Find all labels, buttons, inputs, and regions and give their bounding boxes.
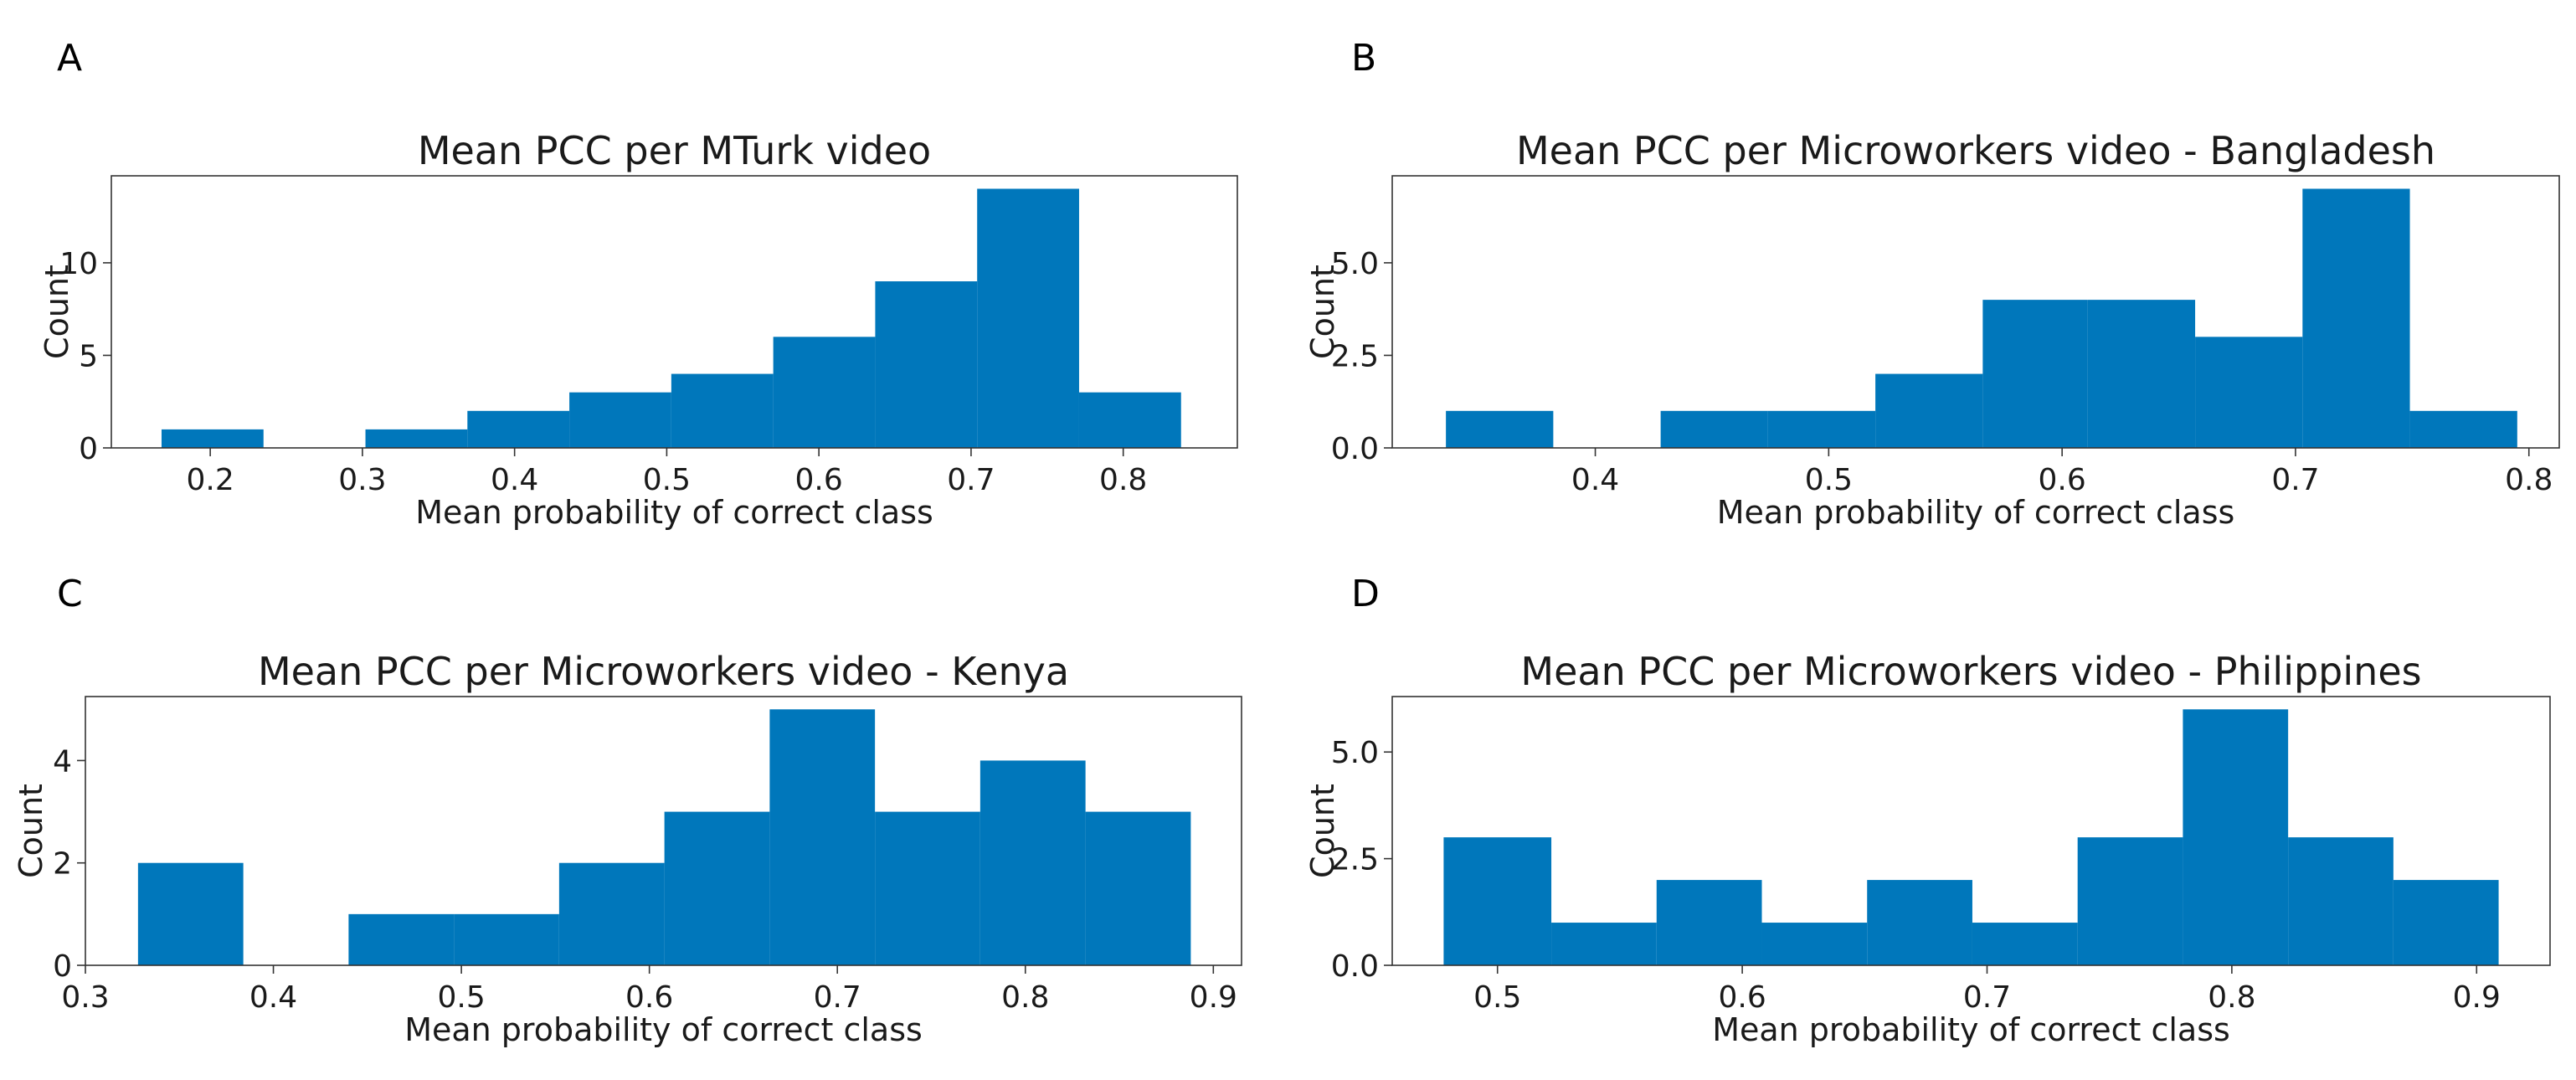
x-tick-label: 0.5 xyxy=(643,463,691,497)
x-tick-label: 0.4 xyxy=(249,980,297,1015)
y-axis-label: Count xyxy=(13,784,49,878)
histogram-bar xyxy=(979,760,1086,965)
histogram-bar xyxy=(1767,410,1876,448)
x-tick-label: 0.7 xyxy=(1963,980,2011,1015)
chart-3: 0.5 0.6 0.7 0.8 0.9 0.0 2.5 5.0 Mean PCC per Mic… xyxy=(1304,649,2551,1048)
histogram-bar xyxy=(769,709,876,965)
x-axis-label: Mean probability of correct class xyxy=(404,1011,923,1048)
histogram-bar xyxy=(467,410,570,448)
x-tick-label: 0.6 xyxy=(1718,980,1766,1015)
panel-label-b: B xyxy=(1351,37,1377,80)
chart-1: 0.4 0.5 0.6 0.7 0.8 0.0 2.5 5.0 Mean PCC per Mic… xyxy=(1304,128,2560,531)
histogram-bar xyxy=(1761,923,1868,965)
x-tick-label: 0.8 xyxy=(1099,463,1147,497)
plot-frame xyxy=(85,696,1242,966)
histogram-bar xyxy=(2288,837,2393,965)
histogram-bar xyxy=(875,281,978,448)
y-tick-label: 5.0 xyxy=(1331,247,1379,281)
x-tick-label: 0.6 xyxy=(795,463,843,497)
x-tick-label: 0.8 xyxy=(2505,463,2553,497)
panel-label-d: D xyxy=(1351,573,1380,615)
y-tick-label: 2.5 xyxy=(1331,843,1379,877)
histogram-bar xyxy=(1875,373,1983,448)
x-tick-label: 0.3 xyxy=(338,463,386,497)
histogram-bar xyxy=(454,913,559,965)
y-tick-label: 2.5 xyxy=(1331,339,1379,373)
chart-title: Mean PCC per Microworkers video - Philip… xyxy=(1520,649,2421,694)
histogram-bar xyxy=(1972,923,2078,965)
histogram-bar xyxy=(1867,880,1972,965)
histogram-bar xyxy=(664,811,770,965)
y-tick-label: 0 xyxy=(79,432,98,466)
y-tick-label: 2 xyxy=(53,847,72,882)
histogram-bar xyxy=(2183,709,2289,965)
y-tick-label: 0 xyxy=(53,949,72,984)
plot-frame xyxy=(111,175,1238,449)
plot-frame xyxy=(1391,175,2560,449)
panel-label-c: C xyxy=(57,573,83,615)
y-tick-label: 5 xyxy=(79,339,98,373)
y-axis-label: Count xyxy=(39,265,75,359)
x-tick-label: 0.7 xyxy=(814,980,861,1015)
y-tick-label: 4 xyxy=(53,744,72,779)
x-tick-label: 0.5 xyxy=(1805,463,1853,497)
histogram-bar xyxy=(875,811,980,965)
histogram-bar xyxy=(2087,300,2196,448)
chart-title: Mean PCC per Microworkers video - Bangla… xyxy=(1516,128,2435,173)
x-tick-label: 0.5 xyxy=(437,980,485,1015)
histogram-bar xyxy=(2302,188,2410,448)
x-tick-label: 0.5 xyxy=(1473,980,1521,1015)
histogram-bar xyxy=(773,337,876,448)
x-tick-label: 0.9 xyxy=(2453,980,2501,1015)
chart-0: 0.2 0.3 0.4 0.5 0.6 0.7 0.8 0 5 10 Mean PCC per MT… xyxy=(39,128,1238,531)
histogram-bar xyxy=(977,188,1079,448)
plot-frame xyxy=(1391,696,2551,966)
x-tick-label: 0.7 xyxy=(2271,463,2319,497)
y-axis-label: Count xyxy=(1304,265,1341,359)
chart-2: 0.3 0.4 0.5 0.6 0.7 0.8 0.9 0 2 4 Mean PCC per Mic… xyxy=(13,649,1242,1048)
histogram-bar xyxy=(2195,337,2303,448)
histogram-bar xyxy=(1078,392,1181,448)
histogram-bar xyxy=(1443,837,1552,965)
x-tick-label: 0.9 xyxy=(1190,980,1237,1015)
x-tick-label: 0.7 xyxy=(947,463,995,497)
histogram-bar xyxy=(1446,410,1554,448)
x-tick-label: 0.2 xyxy=(187,463,234,497)
x-tick-label: 0.6 xyxy=(2039,463,2086,497)
histogram-bar xyxy=(161,429,264,448)
histogram-bar xyxy=(1660,410,1768,448)
x-tick-label: 0.8 xyxy=(2208,980,2255,1015)
y-tick-label: 5.0 xyxy=(1331,736,1379,770)
histogram-bar xyxy=(2409,410,2517,448)
histogram-bar xyxy=(671,373,774,448)
histogram-bar xyxy=(348,913,455,965)
histogram-bar xyxy=(137,862,244,965)
x-tick-label: 0.4 xyxy=(491,463,538,497)
chart-title: Mean PCC per MTurk video xyxy=(418,128,931,173)
y-tick-label: 0.0 xyxy=(1331,432,1379,466)
y-tick-label: 10 xyxy=(59,247,98,281)
x-axis-label: Mean probability of correct class xyxy=(1717,494,2235,531)
histogram-bar xyxy=(365,429,468,448)
histogram-bar xyxy=(558,862,665,965)
histogram-bar xyxy=(1982,300,2088,448)
y-tick-label: 0.0 xyxy=(1331,949,1379,984)
panel-label-a: A xyxy=(57,37,83,80)
x-tick-label: 0.4 xyxy=(1571,463,1619,497)
y-axis-label: Count xyxy=(1304,784,1341,878)
x-axis-label: Mean probability of correct class xyxy=(1712,1011,2230,1048)
chart-title: Mean PCC per Microworkers video - Kenya xyxy=(258,649,1069,694)
histogram-bar xyxy=(2077,837,2183,965)
histogram-bar xyxy=(2393,880,2499,965)
histogram-bar xyxy=(569,392,671,448)
histogram-bar xyxy=(1551,923,1657,965)
x-tick-label: 0.8 xyxy=(1001,980,1049,1015)
x-tick-label: 0.3 xyxy=(61,980,109,1015)
histogram-bar xyxy=(1085,811,1191,965)
x-axis-label: Mean probability of correct class xyxy=(415,494,933,531)
x-tick-label: 0.6 xyxy=(625,980,673,1015)
histogram-bar xyxy=(1656,880,1762,965)
